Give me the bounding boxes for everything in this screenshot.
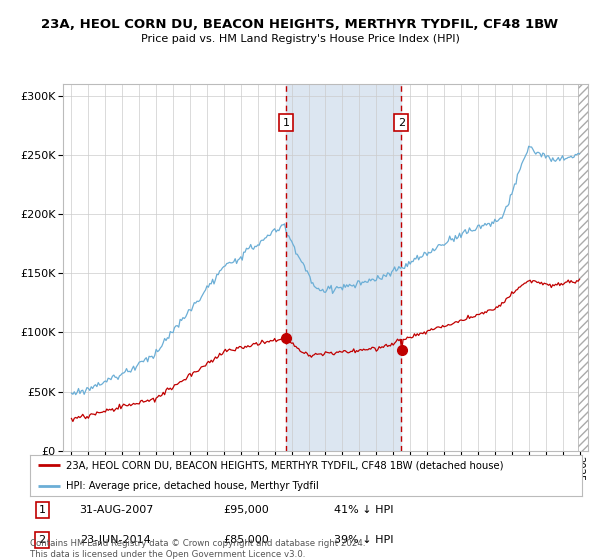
Text: 1: 1 — [283, 118, 290, 128]
Text: 23A, HEOL CORN DU, BEACON HEIGHTS, MERTHYR TYDFIL, CF48 1BW (detached house): 23A, HEOL CORN DU, BEACON HEIGHTS, MERTH… — [66, 460, 503, 470]
Text: 41% ↓ HPI: 41% ↓ HPI — [334, 505, 393, 515]
Bar — [578, 84, 588, 451]
Text: £95,000: £95,000 — [223, 505, 269, 515]
Text: 39% ↓ HPI: 39% ↓ HPI — [334, 535, 393, 545]
Text: 2: 2 — [38, 535, 46, 545]
Text: 1: 1 — [38, 505, 46, 515]
Text: £85,000: £85,000 — [223, 535, 269, 545]
Text: 31-AUG-2007: 31-AUG-2007 — [80, 505, 154, 515]
Text: HPI: Average price, detached house, Merthyr Tydfil: HPI: Average price, detached house, Mert… — [66, 480, 319, 491]
Text: 23A, HEOL CORN DU, BEACON HEIGHTS, MERTHYR TYDFIL, CF48 1BW: 23A, HEOL CORN DU, BEACON HEIGHTS, MERTH… — [41, 18, 559, 31]
Text: Contains HM Land Registry data © Crown copyright and database right 2024.
This d: Contains HM Land Registry data © Crown c… — [30, 539, 365, 559]
Bar — [286, 84, 401, 451]
Text: Price paid vs. HM Land Registry's House Price Index (HPI): Price paid vs. HM Land Registry's House … — [140, 34, 460, 44]
Text: 23-JUN-2014: 23-JUN-2014 — [80, 535, 151, 545]
Text: 2: 2 — [398, 118, 405, 128]
